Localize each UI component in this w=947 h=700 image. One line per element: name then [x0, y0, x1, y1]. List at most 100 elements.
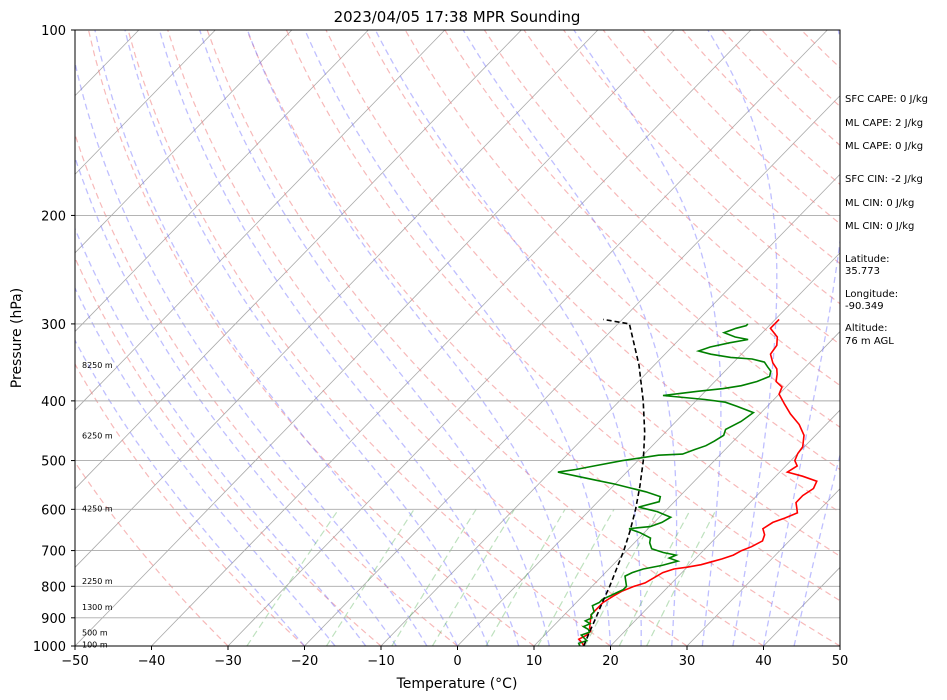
- ml-cin-1: ML CIN: 0 J/kg: [845, 198, 914, 209]
- moist-adiabat-line: [94, 30, 459, 646]
- isobar-gridlines: [75, 29, 840, 647]
- moist-adiabat-line: [199, 30, 550, 646]
- x-tick-label: 40: [755, 654, 772, 669]
- chart-title: 2023/04/05 17:38 MPR Sounding: [334, 8, 581, 26]
- latitude-label: Latitude:: [845, 254, 890, 265]
- dry-adiabat-line: [920, 30, 947, 646]
- dry-adiabat-line: [127, 30, 611, 646]
- dry-adiabat-line: [285, 30, 840, 602]
- isotherm-line: [533, 330, 840, 646]
- parcel-path-line: [582, 318, 646, 646]
- isotherm-line: [227, 30, 828, 646]
- y-tick-label: 900: [41, 612, 66, 627]
- x-tick-label: 30: [679, 654, 696, 669]
- ml-cin-2: ML CIN: 0 J/kg: [845, 221, 914, 232]
- isotherm-line: [75, 30, 293, 254]
- dry-adiabat-line: [206, 30, 764, 646]
- altitude-value: 76 m AGL: [845, 336, 894, 347]
- y-tick-label: 200: [41, 209, 66, 224]
- x-tick-label: −50: [61, 654, 88, 669]
- x-axis-label: Temperature (°C): [396, 676, 518, 692]
- background-lines: [75, 30, 947, 646]
- ml-cape-1: ML CAPE: 2 J/kg: [845, 118, 923, 129]
- isotherm-line: [151, 30, 752, 646]
- isotherm-line: [75, 30, 216, 175]
- moist-adiabat-line: [762, 30, 840, 646]
- dry-adiabat-line: [75, 132, 458, 646]
- y-tick-label: 700: [41, 545, 66, 560]
- moist-adiabat-line: [793, 452, 840, 646]
- height-label: 8250 m: [82, 361, 113, 370]
- dry-adiabat-line: [75, 256, 382, 646]
- mixing-ratio-line: [391, 508, 477, 646]
- isotherm-line: [75, 30, 675, 646]
- mixing-ratio-line: [485, 508, 566, 646]
- isotherm-line: [380, 173, 840, 646]
- sounding-series: [557, 318, 818, 646]
- dry-adiabat-line: [325, 30, 840, 557]
- dry-adiabat-line: [75, 362, 305, 646]
- plot-frame: [74, 29, 841, 647]
- dry-adiabat-line: [444, 30, 840, 428]
- moist-adiabat-line: [75, 155, 397, 646]
- dry-adiabat-line: [365, 30, 840, 514]
- x-tick-label: 50: [832, 654, 849, 669]
- y-axis-ticks: 100 200 300 400 500 600 700 800 900 1000: [33, 24, 75, 655]
- altitude-label: Altitude:: [845, 323, 887, 334]
- height-labels: 8250 m 6250 m 4250 m 2250 m 1300 m 500 m 100 m: [82, 361, 113, 649]
- x-tick-label: −40: [138, 654, 165, 669]
- height-label: 4250 m: [82, 504, 113, 513]
- y-tick-label: 100: [41, 24, 66, 39]
- y-tick-label: 500: [41, 455, 66, 470]
- moist-adiabat-line: [462, 30, 678, 646]
- dry-adiabat-line: [167, 30, 688, 646]
- y-tick-label: 600: [41, 503, 66, 518]
- sfc-cape: SFC CAPE: 0 J/kg: [845, 94, 928, 105]
- dry-adiabat-line: [75, 461, 229, 646]
- moist-adiabat-line: [573, 30, 722, 646]
- mixing-ratio-line: [646, 509, 717, 646]
- moist-adiabat-line: [374, 30, 642, 646]
- x-tick-label: 20: [602, 654, 619, 669]
- sfc-cin: SFC CIN: -2 J/kg: [845, 174, 923, 185]
- moist-adiabat-line: [246, 30, 581, 646]
- isotherm-line: [75, 30, 446, 411]
- moist-adiabat-line: [75, 60, 428, 646]
- height-label: 1300 m: [82, 603, 113, 612]
- moist-adiabat-line: [124, 30, 489, 646]
- x-axis-ticks: −50 −40 −30 −20 −10 0 10 20 30 40 50: [61, 646, 848, 669]
- isotherm-line: [75, 30, 369, 333]
- moist-adiabat-line: [304, 30, 612, 646]
- dry-adiabat-line: [246, 30, 840, 646]
- height-label: 100 m: [82, 640, 108, 649]
- isotherm-line: [75, 30, 522, 490]
- longitude-label: Longitude:: [845, 289, 898, 300]
- temperature-line: [577, 318, 818, 646]
- height-label: 6250 m: [82, 431, 113, 440]
- x-tick-label: 0: [453, 654, 461, 669]
- x-tick-label: −20: [291, 654, 318, 669]
- mixing-ratio-line: [431, 508, 515, 646]
- mixing-ratio-line: [537, 509, 615, 646]
- isotherm-line: [75, 30, 599, 568]
- height-label: 2250 m: [82, 577, 113, 586]
- x-tick-label: −10: [367, 654, 394, 669]
- y-tick-label: 300: [41, 318, 66, 333]
- dry-adiabat-line: [404, 30, 840, 471]
- dewpoint-line: [557, 323, 772, 646]
- y-tick-label: 1000: [33, 640, 66, 655]
- x-tick-label: 10: [526, 654, 543, 669]
- moist-adiabat-line: [158, 30, 520, 646]
- ml-cape-2: ML CAPE: 0 J/kg: [845, 141, 923, 152]
- y-tick-label: 800: [41, 580, 66, 595]
- info-panel: SFC CAPE: 0 J/kg ML CAPE: 2 J/kg ML CAPE…: [845, 94, 928, 347]
- x-tick-label: −30: [214, 654, 241, 669]
- y-axis-label: Pressure (hPa): [9, 288, 25, 388]
- isotherm-line: [457, 252, 840, 646]
- latitude-value: 35.773: [845, 266, 880, 277]
- isotherm-line: [610, 409, 840, 646]
- moist-adiabat-line: [707, 30, 778, 646]
- height-label: 500 m: [82, 628, 108, 637]
- y-tick-label: 400: [41, 395, 66, 410]
